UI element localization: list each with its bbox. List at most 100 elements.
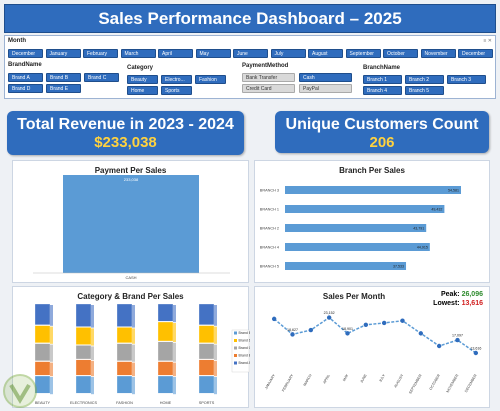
category-chip[interactable]: Electro... [161, 75, 192, 84]
month-chip[interactable]: April [158, 49, 193, 58]
category-stack-side [91, 305, 94, 328]
branch-chip[interactable]: Branch 4 [363, 86, 402, 95]
category-chip[interactable]: Sports [161, 86, 192, 95]
revenue-kpi-value: $233,038 [94, 134, 157, 151]
category-stack-segment [116, 343, 133, 361]
month-point [363, 322, 369, 328]
category-stack-segment [198, 359, 215, 376]
legend-swatch [234, 354, 237, 357]
brand-chip[interactable]: Brand A [8, 73, 43, 82]
month-series-line [273, 316, 477, 354]
month-point [418, 331, 424, 336]
branch-tick-label: BRANCH 3 [260, 189, 279, 193]
category-stack-segment [75, 303, 92, 327]
category-stack-segment [75, 327, 92, 345]
revenue-kpi-label: Total Revenue in 2023 - 2024 [17, 116, 234, 133]
category-stack-side [173, 323, 176, 342]
category-tick-label: HOME [160, 401, 172, 405]
brand-chip[interactable]: Brand E [46, 84, 81, 93]
category-tick-label: FASHION [116, 401, 133, 405]
month-point [400, 318, 405, 323]
revenue-kpi-card: Total Revenue in 2023 - 2024 $233,038 [7, 111, 244, 155]
category-stack-side [132, 305, 135, 328]
month-chip[interactable]: February [83, 49, 118, 58]
category-stack-side [91, 377, 94, 395]
customers-kpi-value: 206 [369, 134, 395, 151]
payment-bar [63, 175, 199, 273]
month-value-label: 23,152 [324, 311, 335, 315]
month-chip[interactable]: June [233, 49, 268, 58]
peak-low-box: Peak: 26,096 Lowest: 13,616 [433, 290, 483, 308]
brand-chip[interactable]: Brand B [46, 73, 81, 82]
month-chip[interactable]: March [120, 49, 156, 58]
customers-kpi-card: Unique Customers Count 206 [275, 111, 489, 153]
month-chip[interactable]: August [308, 49, 343, 58]
category-stack-segment [198, 303, 215, 325]
legend-label: Brand B [239, 354, 251, 358]
month-chip[interactable]: December [458, 49, 493, 58]
month-chip[interactable]: December [8, 49, 43, 58]
branch-bar [285, 224, 427, 232]
legend-label: Brand A [239, 361, 251, 365]
month-chip[interactable]: October [383, 49, 418, 58]
branch-value-label: 37,533 [393, 265, 404, 269]
customers-kpi-label: Unique Customers Count [285, 116, 479, 133]
category-stack-side [132, 344, 135, 362]
payment-bar-label: 233,038 [124, 177, 139, 182]
month-point [271, 316, 277, 322]
branch-chip[interactable]: Branch 2 [405, 75, 444, 84]
payment-chip[interactable]: PayPal [299, 84, 352, 93]
branch-chip[interactable]: Branch 1 [363, 75, 402, 84]
branch-chip[interactable]: Branch 3 [447, 75, 486, 84]
clear-filter-icon[interactable]: ≡ ✕ [483, 38, 493, 44]
dashboard-title: Sales Performance Dashboard – 2025 [4, 4, 496, 33]
category-stack-segment [157, 375, 174, 394]
branch-chip[interactable]: Branch 5 [405, 86, 444, 95]
month-chip[interactable]: September [345, 49, 381, 58]
category-stack-side [214, 344, 217, 360]
month-chip[interactable]: November [420, 49, 456, 58]
branch-value-label: 44,915 [417, 246, 428, 250]
month-chart-title: Sales Per Month [322, 292, 386, 301]
month-slicer-label: Month [8, 38, 26, 44]
category-chart: BEAUTY ELECTRONICS FASHION HOME SPORTS Brand … [34, 303, 251, 405]
month-value-label: 18,901 [342, 327, 353, 331]
month-tick-label: JULY [378, 373, 386, 383]
payment-chip[interactable]: Bank Transfer [242, 73, 295, 82]
payment-slicer-label: PaymentMethod [242, 63, 289, 69]
branch-chart-title: Branch Per Sales [339, 166, 405, 175]
category-stack-segment [198, 375, 215, 394]
category-chip[interactable]: Fashion [195, 75, 226, 84]
category-stack-side [173, 362, 176, 377]
month-point [436, 343, 442, 349]
category-stack-segment [157, 341, 174, 361]
branch-value-label: 49,432 [431, 208, 442, 212]
payment-chart-card: Payment Per Sales 233,038 CASH [12, 160, 249, 283]
branch-bar [285, 186, 461, 194]
month-point [326, 315, 332, 320]
month-point [381, 320, 387, 326]
category-stack-side [91, 360, 94, 377]
month-chart-card: Sales Per Month Peak: 26,096 Lowest: 13,… [254, 286, 490, 408]
payment-chip[interactable]: Cash [299, 73, 352, 82]
legend-label: Brand D [239, 339, 251, 343]
month-chip[interactable]: July [270, 49, 306, 58]
category-chip[interactable]: Beauty [127, 75, 158, 84]
peak-value: 26,096 [461, 291, 483, 298]
payment-chart: 233,038 CASH [33, 175, 230, 280]
month-tick-label: FEBRUARY [281, 373, 295, 392]
category-stack-segment [34, 361, 51, 376]
category-stack-segment [157, 361, 174, 376]
month-value-label: 18,627 [287, 328, 298, 332]
category-stack-segment [34, 303, 51, 325]
payment-chip[interactable]: Credit Card [242, 84, 295, 93]
brand-chip[interactable]: Brand D [8, 84, 43, 93]
payment-tick-label: CASH [125, 275, 136, 280]
category-stack-side [173, 342, 176, 362]
month-chip[interactable]: May [195, 49, 231, 58]
category-chip[interactable]: Home [127, 86, 158, 95]
month-chip[interactable]: January [45, 49, 81, 58]
brand-chip[interactable]: Brand C [84, 73, 119, 82]
category-stack-side [91, 346, 94, 360]
branch-tick-label: BRANCH 5 [260, 265, 279, 269]
